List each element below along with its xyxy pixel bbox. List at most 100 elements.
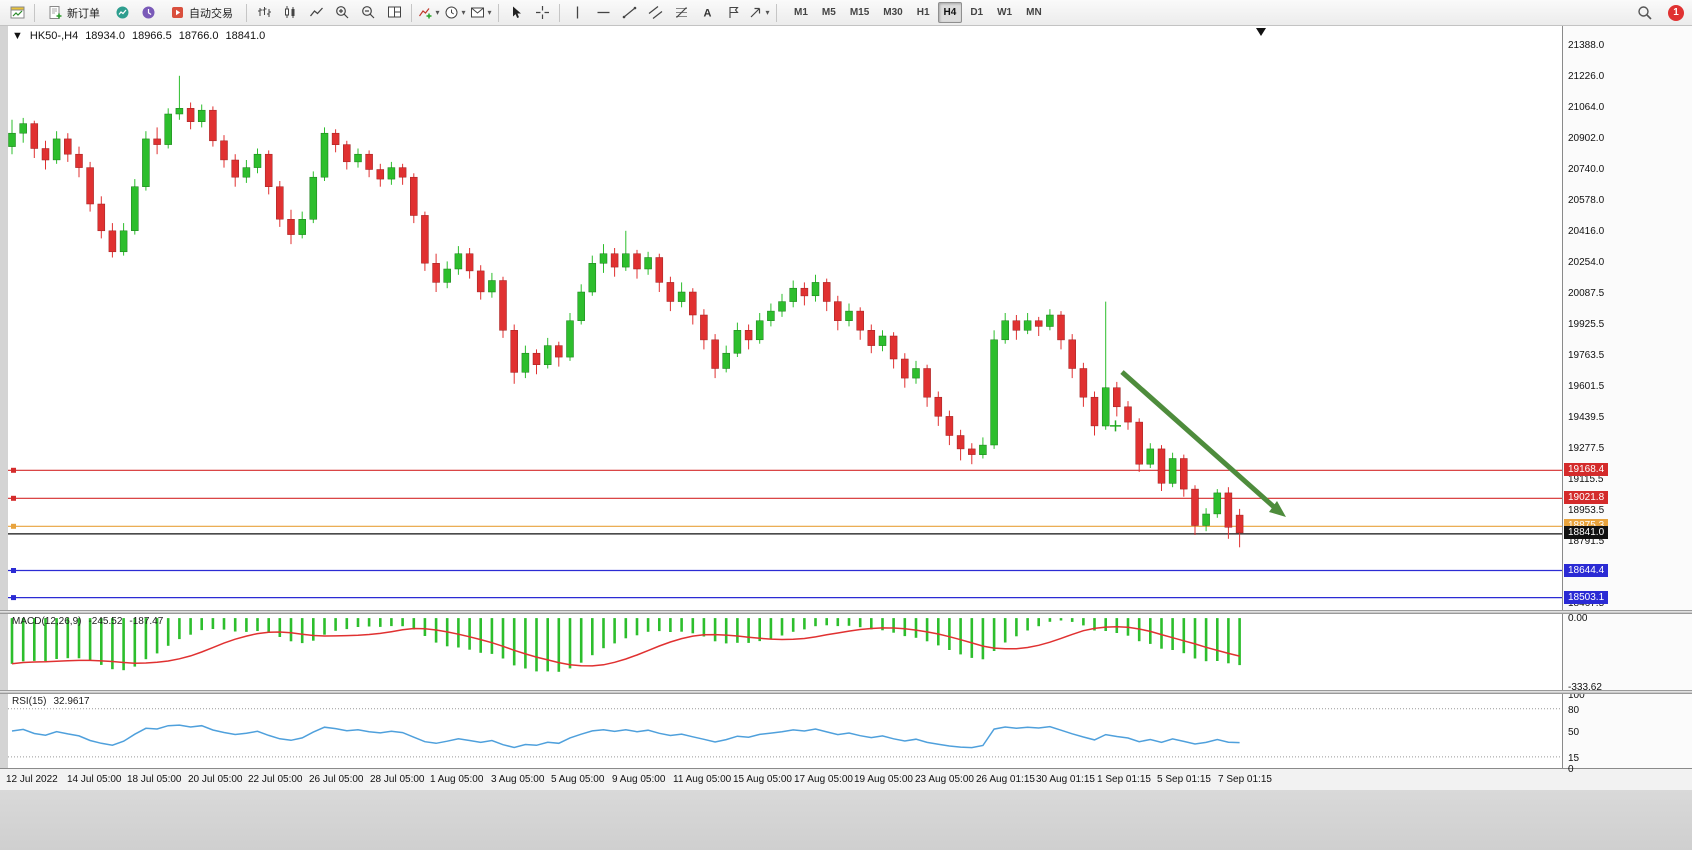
equidistant-channel-button[interactable] [643, 1, 667, 25]
autotrading-icon [172, 7, 183, 18]
arrows-button[interactable]: ▾ [747, 1, 771, 25]
zoom-out-button[interactable] [356, 1, 380, 25]
one-click-expander-icon[interactable]: ▼ [12, 30, 23, 42]
candle-body [75, 153, 83, 168]
chart-shift-marker[interactable] [1256, 28, 1266, 36]
main-toolbar: 新订单 自动交易 [0, 0, 1692, 26]
price-line-badge: 18503.1 [1564, 591, 1609, 604]
timeframe-d1[interactable]: D1 [970, 7, 984, 18]
panel-splitter[interactable] [0, 610, 1692, 614]
candle-body [52, 138, 61, 161]
time-axis-label: 23 Aug 05:00 [915, 774, 974, 785]
chart-header: ▼ HK50-,H4 18934.0 18966.5 18766.0 18841… [12, 30, 265, 42]
charts-icon [116, 6, 128, 19]
search-button[interactable] [1633, 1, 1657, 25]
rsi-panel-chart[interactable] [8, 694, 1562, 768]
indicators-button[interactable]: ▾ [417, 1, 441, 25]
candle-body [298, 219, 306, 235]
price-axis-label: 20416.0 [1568, 226, 1605, 237]
candle-body [834, 301, 842, 321]
time-axis-label: 7 Sep 01:15 [1218, 774, 1272, 785]
vertical-line-button[interactable] [565, 1, 589, 25]
macd-panel-chart[interactable] [8, 614, 1562, 690]
line-anchor[interactable] [11, 523, 16, 529]
new-order-button[interactable]: 新订单 [40, 1, 108, 25]
timeframe-h4[interactable]: H4 [937, 2, 963, 23]
candlestick-chart-button[interactable] [278, 1, 302, 25]
candle-body [577, 291, 585, 321]
candle-body [454, 253, 463, 270]
fibonacci-button[interactable] [669, 1, 693, 25]
time-axis[interactable]: 12 Jul 2022 14 Jul 05:00 18 Jul 05:00 20 Ju… [0, 768, 1692, 790]
symbol-period-label: HK50-,H4 [29, 30, 79, 42]
timeframe-h1[interactable]: H1 [916, 7, 930, 18]
candle-body [878, 335, 887, 346]
zoom-in-button[interactable] [330, 1, 354, 25]
trend-arrow-shaft[interactable] [1120, 370, 1276, 509]
candle-body [1202, 513, 1210, 526]
line-anchor[interactable] [11, 467, 16, 473]
candle-body [778, 301, 786, 312]
time-axis-label: 19 Aug 05:00 [854, 774, 913, 785]
new-order-icon [49, 6, 62, 19]
line-anchor[interactable] [11, 595, 16, 601]
market-watch-button[interactable] [136, 1, 160, 25]
cursor-button[interactable] [504, 1, 528, 25]
rsi-axis-label: 15 [1568, 753, 1580, 764]
candle-body [499, 280, 507, 331]
crosshair-button[interactable] [530, 1, 554, 25]
candle-body [131, 186, 139, 231]
candle-body [175, 108, 184, 115]
current-price-badge: 18841.0 [1564, 526, 1609, 539]
cursor-icon [512, 6, 521, 18]
chart-window-button[interactable] [5, 1, 29, 25]
candle-body [633, 253, 641, 270]
text-label-button[interactable] [721, 1, 745, 25]
trend-arrow-head[interactable] [1269, 501, 1286, 517]
candle-body [1168, 458, 1177, 484]
candle-body [376, 169, 385, 180]
price-chart[interactable] [8, 26, 1562, 610]
line-anchor[interactable] [11, 495, 16, 501]
templates-button[interactable]: ▾ [469, 1, 493, 25]
line-anchor[interactable] [11, 568, 16, 573]
text-button[interactable]: A [695, 1, 719, 25]
candle-body [465, 253, 474, 272]
candle-body [689, 291, 697, 316]
candle-body [1046, 314, 1054, 327]
candle-body [242, 167, 251, 178]
toolbar-separator [776, 3, 777, 22]
tile-windows-button[interactable] [382, 1, 406, 25]
ohlc-high: 18966.5 [131, 30, 172, 42]
timeframe-m1[interactable]: M1 [794, 7, 808, 18]
timeframe-m5[interactable]: M5 [821, 7, 836, 18]
panel-splitter[interactable] [0, 690, 1692, 694]
timeframe-m30[interactable]: M30 [883, 7, 903, 18]
candle-body [421, 215, 429, 264]
candle-body [599, 253, 608, 264]
candle-body [1079, 368, 1088, 398]
time-axis-label: 5 Sep 01:15 [1157, 774, 1211, 785]
price-scale[interactable]: 21388.0 21226.0 21064.0 20902.0 20740.0 20578… [1562, 26, 1692, 775]
autotrading-button[interactable]: 自动交易 [162, 1, 241, 25]
price-axis-label: 21388.0 [1568, 40, 1605, 51]
horizontal-line-button[interactable] [591, 1, 615, 25]
price-axis-label: 18791.5 [1568, 536, 1605, 547]
timeframe-w1[interactable]: W1 [997, 7, 1013, 18]
timeframe-m15[interactable]: M15 [849, 7, 870, 18]
chevron-down-icon: ▾ [435, 8, 440, 17]
candle-body [354, 153, 362, 163]
rsi-name: RSI(15) [12, 696, 47, 707]
periods-button[interactable]: ▾ [443, 1, 467, 25]
notification-badge[interactable]: 1 [1668, 4, 1684, 21]
candle-body [1224, 492, 1233, 528]
timeframe-group: M1 M5 M15 M30 H1 H4 D1 W1 MN [787, 2, 1049, 23]
candle-body [86, 167, 94, 205]
horizontal-line-icon [597, 11, 609, 14]
charts-button[interactable] [110, 1, 134, 25]
timeframe-mn[interactable]: MN [1026, 7, 1042, 18]
equidistant-channel-icon [648, 6, 662, 19]
trendline-button[interactable] [617, 1, 641, 25]
line-chart-button[interactable] [304, 1, 328, 25]
bar-chart-button[interactable] [252, 1, 276, 25]
